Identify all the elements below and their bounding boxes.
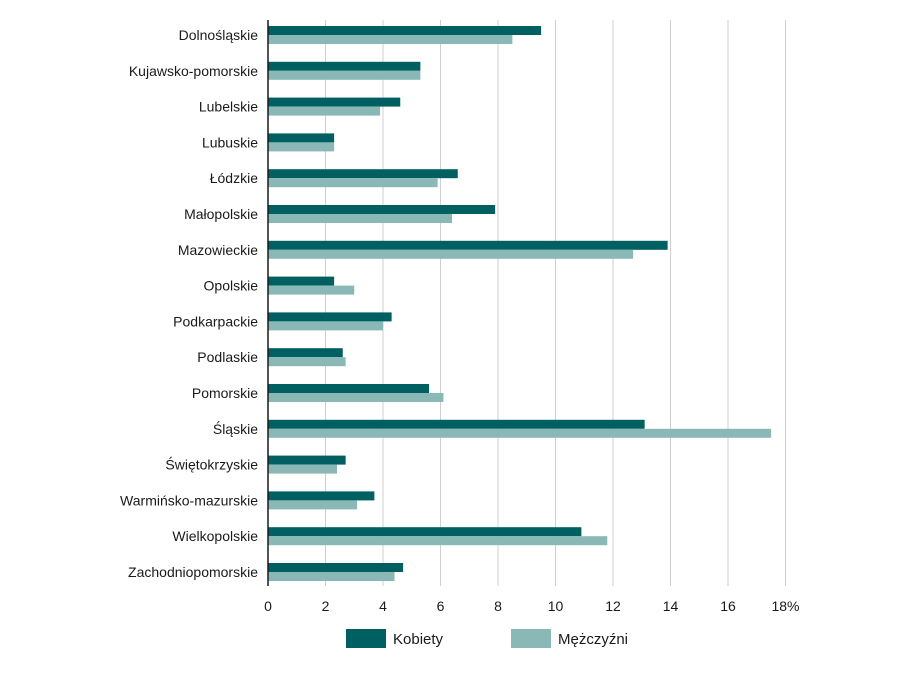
x-tick-label: 0 — [264, 598, 272, 614]
bar-kobiety — [268, 61, 421, 71]
bar-mezczyzni — [268, 536, 608, 546]
bar-kobiety — [268, 384, 429, 393]
x-tick-label: 12 — [605, 598, 621, 614]
bar-mezczyzni — [268, 393, 444, 402]
legend-swatch — [346, 629, 386, 648]
legend-item: Kobiety — [346, 629, 444, 648]
bar-mezczyzni — [268, 321, 383, 331]
bar-kobiety — [268, 527, 582, 537]
category-label: Małopolskie — [184, 206, 258, 222]
legend-item: Mężczyźni — [511, 629, 628, 648]
category-label: Śląskie — [213, 420, 258, 437]
x-tick-labels: 0 2 4 6 8 10 12 14 16 18% — [264, 598, 799, 614]
x-tick-label: 18% — [771, 598, 799, 614]
category-label: Opolskie — [204, 278, 259, 294]
category-label: Podlaskie — [197, 349, 258, 365]
bar-kobiety — [268, 419, 645, 429]
x-tick-label: 4 — [379, 598, 387, 614]
bar-mezczyzni — [268, 464, 337, 474]
x-tick-label: 6 — [437, 598, 445, 614]
category-label: Łódzkie — [210, 170, 258, 186]
category-label: Podkarpackie — [173, 313, 258, 329]
legend-label: Kobiety — [393, 631, 444, 648]
bar-kobiety — [268, 312, 392, 322]
bar-mezczyzni — [268, 142, 335, 152]
legend-label: Mężczyźni — [558, 631, 628, 648]
category-label: Lubelskie — [199, 99, 258, 115]
bar-kobiety — [268, 491, 375, 501]
bar-mezczyzni — [268, 428, 772, 438]
bar-mezczyzni — [268, 70, 421, 80]
x-tick-label: 16 — [720, 598, 736, 614]
category-label: Zachodniopomorskie — [128, 564, 258, 580]
category-labels: Dolnośląskie Kujawsko-pomorskie Lubelskie L… — [120, 27, 258, 580]
bar-kobiety — [268, 240, 668, 250]
x-tick-label: 10 — [548, 598, 564, 614]
category-label: Pomorskie — [192, 385, 258, 401]
category-label: Wielkopolskie — [172, 528, 258, 544]
category-label: Lubuskie — [202, 134, 258, 150]
bar-kobiety — [268, 97, 401, 107]
bar-kobiety — [268, 26, 542, 35]
bar-mezczyzni — [268, 357, 346, 367]
bar-kobiety — [268, 276, 335, 286]
category-label: Mazowieckie — [178, 242, 258, 258]
bar-kobiety — [268, 455, 346, 465]
bar-kobiety — [268, 169, 458, 179]
bar-mezczyzni — [268, 178, 438, 188]
bar-mezczyzni — [268, 572, 395, 581]
bar-mezczyzni — [268, 249, 634, 259]
x-tick-label: 2 — [322, 598, 330, 614]
bar-kobiety — [268, 348, 343, 358]
category-label: Świętokrzyskie — [165, 456, 258, 473]
category-label: Warmińsko-mazurskie — [120, 492, 258, 508]
bar-mezczyzni — [268, 214, 452, 223]
bar-mezczyzni — [268, 106, 381, 116]
category-label: Kujawsko-pomorskie — [129, 63, 258, 79]
bar-kobiety — [268, 133, 335, 143]
bar-kobiety — [268, 205, 496, 214]
bar-kobiety — [268, 563, 404, 572]
bar-mezczyzni — [268, 285, 355, 295]
x-tick-label: 14 — [663, 598, 679, 614]
bar-mezczyzni — [268, 35, 513, 44]
category-label: Dolnośląskie — [179, 27, 259, 43]
legend-swatch — [511, 629, 551, 648]
bars — [268, 26, 772, 581]
gridlines — [325, 20, 786, 586]
x-tick-label: 8 — [494, 598, 502, 614]
legend: Kobiety Mężczyźni — [346, 629, 628, 648]
bar-mezczyzni — [268, 500, 358, 510]
